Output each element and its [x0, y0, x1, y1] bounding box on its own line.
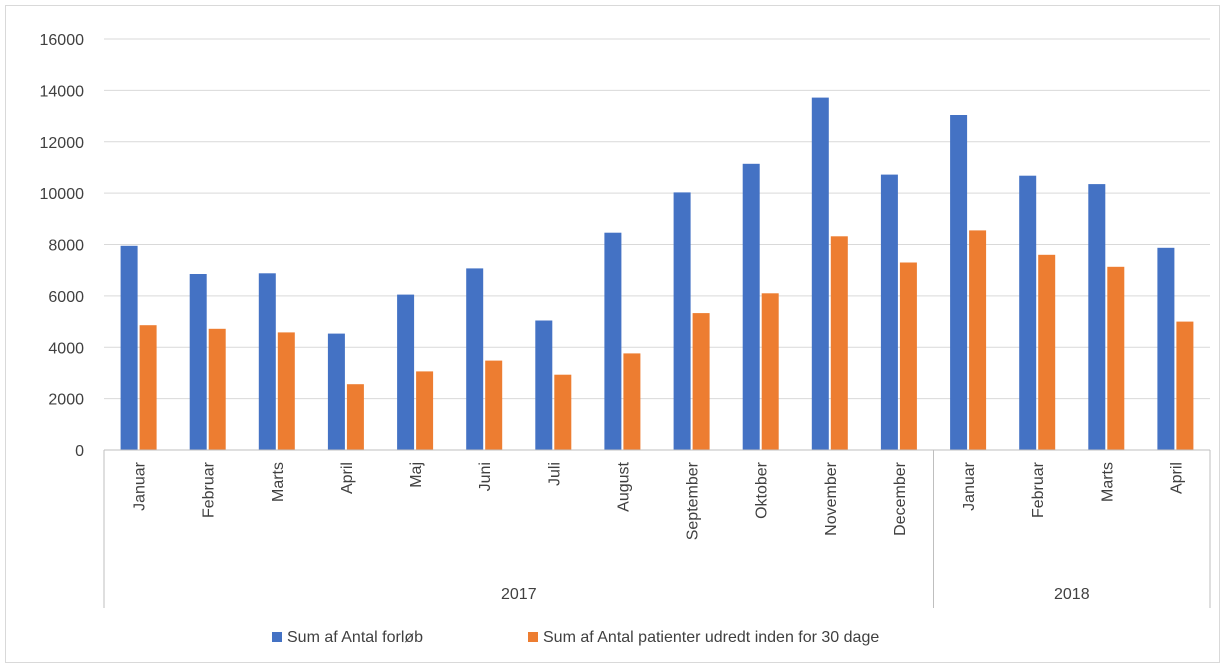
y-tick-label: 16000: [40, 32, 85, 49]
bar-udredt-30-dage: [623, 353, 641, 450]
y-tick-label: 14000: [40, 83, 85, 100]
bar-udredt-30-dage: [554, 374, 572, 450]
bar-antal-forloeb: [1088, 184, 1106, 450]
bar-udredt-30-dage: [346, 384, 364, 450]
x-axis: [103, 449, 1211, 608]
bar-antal-forloeb: [535, 320, 553, 450]
bar-antal-forloeb: [1019, 175, 1037, 450]
bar-udredt-30-dage: [969, 230, 987, 450]
x-tick-label: April: [1168, 462, 1185, 494]
y-tick-label: 4000: [48, 340, 84, 357]
bar-antal-forloeb: [880, 174, 898, 450]
y-axis-tick-labels: 0 2000 4000 6000 8000 10000 12000 14000 16000: [40, 32, 85, 460]
bar-antal-forloeb: [742, 163, 760, 451]
x-axis-group-labels: 2017 2018: [501, 586, 1090, 603]
y-tick-label: 10000: [40, 186, 85, 203]
bars: [120, 97, 1194, 451]
x-tick-label: August: [615, 461, 632, 511]
x-tick-label: Oktober: [754, 461, 771, 519]
x-tick-label: Februar: [1030, 461, 1047, 518]
bar-antal-forloeb: [1157, 247, 1175, 450]
x-tick-label: Marts: [1099, 462, 1116, 502]
x-tick-label: December: [892, 461, 909, 535]
bar-udredt-30-dage: [1107, 266, 1125, 450]
legend-swatch: [272, 632, 282, 642]
bar-udredt-30-dage: [761, 293, 779, 450]
bar-antal-forloeb: [950, 115, 968, 450]
legend-label: Sum af Antal forløb: [287, 629, 423, 646]
bar-antal-forloeb: [673, 192, 691, 450]
bar-udredt-30-dage: [1038, 254, 1056, 450]
bar-antal-forloeb: [466, 268, 484, 450]
bar-udredt-30-dage: [139, 325, 157, 450]
bar-udredt-30-dage: [277, 332, 295, 450]
x-group-label: 2018: [1054, 586, 1090, 603]
bar-udredt-30-dage: [208, 328, 226, 450]
bar-antal-forloeb: [120, 245, 138, 450]
x-tick-label: Juli: [546, 462, 563, 486]
bar-antal-forloeb: [811, 97, 829, 450]
y-tick-label: 2000: [48, 392, 84, 409]
x-tick-label: September: [685, 461, 702, 540]
y-tick-label: 6000: [48, 289, 84, 306]
bar-antal-forloeb: [604, 232, 622, 450]
bar-udredt-30-dage: [830, 236, 848, 450]
x-tick-label: April: [339, 462, 356, 494]
bar-udredt-30-dage: [1176, 321, 1194, 450]
x-tick-label: Marts: [270, 462, 287, 502]
legend-label: Sum af Antal patienter udredt inden for …: [543, 629, 879, 646]
bar-udredt-30-dage: [485, 360, 503, 450]
bar-udredt-30-dage: [899, 262, 917, 450]
bar-antal-forloeb: [397, 294, 415, 450]
bar-udredt-30-dage: [416, 371, 434, 450]
x-tick-label: Januar: [132, 461, 149, 511]
bar-udredt-30-dage: [692, 313, 710, 450]
x-tick-label: Juni: [477, 462, 494, 491]
x-group-label: 2017: [501, 586, 537, 603]
x-tick-label: Februar: [201, 461, 218, 518]
x-tick-label: Maj: [408, 462, 425, 488]
x-tick-label: Januar: [961, 461, 978, 511]
y-tick-label: 0: [75, 443, 84, 460]
x-axis-tick-labels: Januar Februar Marts April Maj Juni Juli August…: [132, 461, 1186, 540]
x-tick-label: November: [823, 461, 840, 535]
bar-antal-forloeb: [327, 333, 345, 450]
legend-swatch: [528, 632, 538, 642]
bar-antal-forloeb: [189, 274, 207, 450]
y-tick-label: 12000: [40, 135, 85, 152]
bar-antal-forloeb: [258, 273, 276, 450]
y-tick-label: 8000: [48, 238, 84, 255]
legend: Sum af Antal forløb Sum af Antal patiente…: [272, 629, 879, 646]
